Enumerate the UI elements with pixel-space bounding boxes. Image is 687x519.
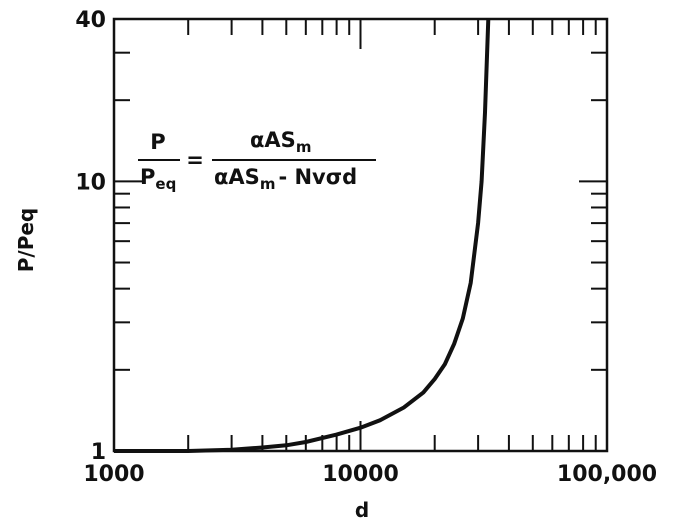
equation-rhs-num-sub: m	[296, 138, 312, 156]
equation-annotation: P Peq = αASm αASm - Nvσd	[138, 128, 376, 193]
y-tick-label: 1	[91, 440, 106, 465]
equation-rhs-den-base: αAS	[214, 165, 260, 189]
x-tick-label: 100,000	[557, 462, 657, 487]
y-axis-label: P/Peq	[14, 208, 38, 273]
equation-rhs-num-base: αAS	[250, 128, 296, 152]
equation-lhs-denominator: Peq	[140, 165, 176, 193]
x-axis-label: d	[355, 498, 369, 519]
x-axis-tick-labels: 1000 10000 100,000	[83, 462, 657, 487]
series-line	[114, 18, 491, 453]
equation-rhs-numerator: αASm	[250, 128, 311, 156]
equation-lhs-numerator: P	[150, 130, 165, 154]
equation-rhs-den-sub: m	[260, 175, 276, 193]
equation-lhs-den-sub: eq	[155, 175, 176, 193]
x-tick-label: 1000	[83, 462, 144, 487]
x-tick-label: 10000	[322, 462, 399, 487]
equation-rhs-denominator: αASm - Nvσd	[214, 165, 357, 193]
plot-frame	[112, 17, 609, 453]
y-tick-label: 40	[75, 8, 106, 33]
equation-lhs-den-base: P	[140, 165, 155, 189]
equation-equals: =	[186, 148, 204, 172]
x-axis-ticks	[187, 19, 597, 451]
y-axis-ticks	[114, 51, 607, 371]
y-axis-tick-labels: 1 10 40	[75, 8, 106, 465]
equation-rhs-den-rest: - Nvσd	[278, 165, 357, 189]
y-tick-label: 10	[75, 170, 106, 195]
